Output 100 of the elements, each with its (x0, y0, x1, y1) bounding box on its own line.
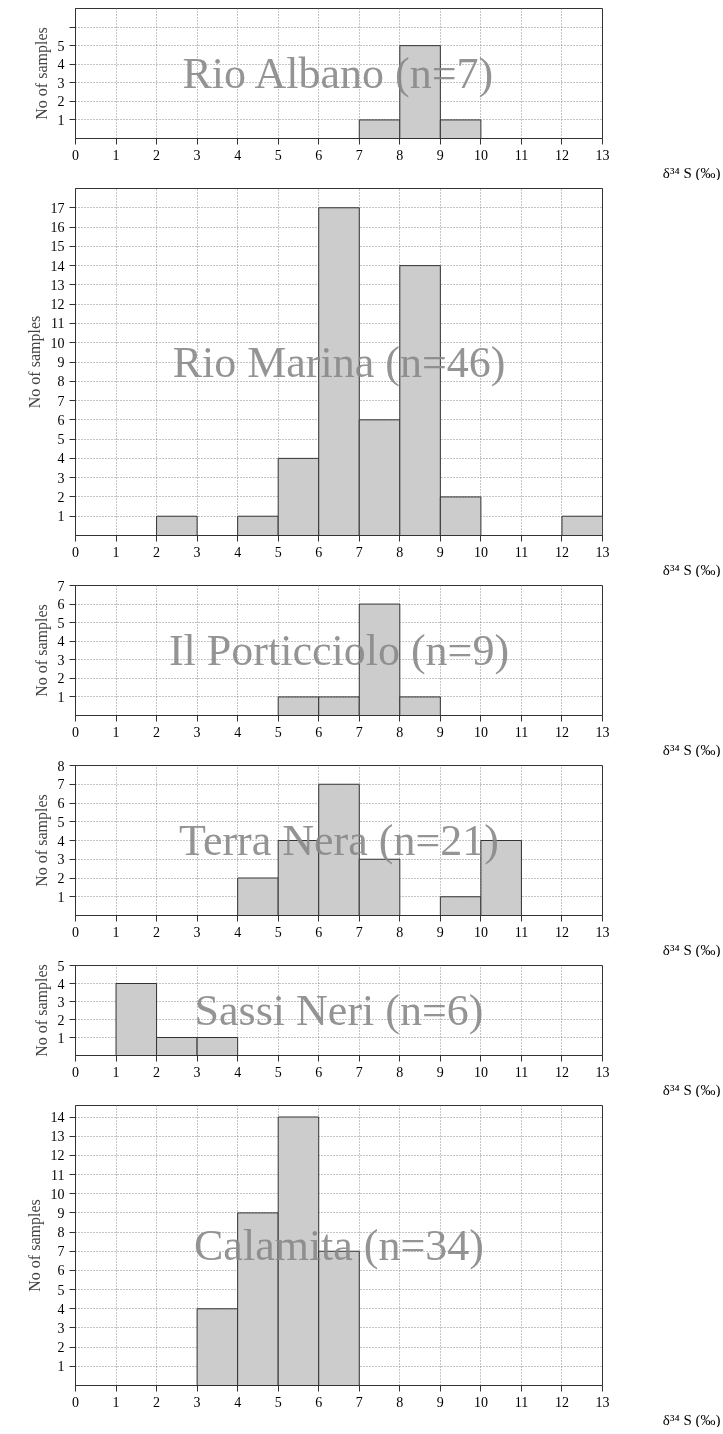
y-tick-label: 9 (57, 355, 65, 370)
y-tick-label: 4 (57, 451, 65, 467)
y-tick-label: 6 (57, 597, 65, 613)
y-tick-label: 6 (57, 796, 65, 811)
x-tick-label: 9 (436, 1064, 444, 1080)
x-tick-label: 2 (153, 147, 161, 163)
y-tick-label: 11 (51, 316, 65, 332)
y-tick-label: 2 (57, 1012, 65, 1028)
y-tick-label: 3 (57, 852, 65, 868)
x-tick-label: 8 (396, 724, 404, 740)
x-tick-label: 12 (554, 1394, 569, 1410)
x-tick-label: 4 (234, 147, 242, 163)
y-tick-label: 8 (57, 374, 65, 390)
x-tick-label: 12 (554, 924, 569, 940)
x-tick-label: 7 (355, 724, 363, 740)
y-tick-label: 14 (50, 1110, 65, 1126)
y-tick-label: 5 (57, 814, 65, 830)
y-tick-label: 4 (57, 976, 65, 992)
y-tick-label: 2 (57, 871, 65, 886)
y-tick-label: 1 (57, 112, 65, 128)
x-tick-label: 7 (355, 924, 363, 940)
x-tick-label: 7 (355, 1394, 363, 1410)
y-tick-label: 7 (57, 777, 65, 793)
y-tick-label: 3 (57, 470, 65, 486)
y-tick-label: 6 (57, 1263, 65, 1279)
x-tick-label: 9 (436, 544, 444, 560)
y-tick-label: 2 (57, 1340, 65, 1356)
x-tick-label: 12 (554, 544, 569, 560)
y-tick-label: 5 (57, 38, 65, 54)
y-tick-label: 2 (57, 489, 65, 505)
x-tick-label: 13 (595, 147, 610, 163)
x-tick-label: 5 (274, 724, 282, 740)
y-tick-label: 1 (57, 889, 65, 905)
y-tick-label: 8 (57, 758, 65, 774)
x-tick-label: 2 (153, 724, 161, 740)
y-axis-title: No of samples (25, 315, 44, 409)
y-tick-label: 12 (50, 297, 65, 313)
x-tick-label: 1 (112, 544, 120, 560)
x-tick-label: 13 (595, 1394, 610, 1410)
x-axis-title: δ³⁴ S (‰) (662, 164, 721, 182)
y-tick-label: 10 (50, 1186, 65, 1202)
y-axis-title: No of samples (32, 964, 51, 1057)
x-tick-label: 7 (355, 147, 363, 163)
y-axis-title: No of samples (25, 1199, 44, 1292)
x-axis-title: δ³⁴ S (‰) (662, 741, 721, 759)
x-tick-label: 11 (514, 1394, 529, 1410)
x-tick-label: 10 (473, 147, 488, 163)
x-tick-label: 8 (396, 1064, 404, 1080)
y-tick-label: 1 (57, 1359, 65, 1375)
y-tick-label: 1 (57, 689, 65, 705)
x-tick-label: 3 (193, 924, 201, 940)
x-tick-label: 3 (193, 147, 201, 163)
x-tick-label: 10 (473, 1394, 488, 1410)
x-tick-label: 3 (193, 1394, 201, 1410)
y-tick-label: 14 (50, 258, 65, 274)
x-tick-label: 1 (112, 724, 120, 740)
x-tick-label: 6 (315, 1064, 323, 1080)
y-tick-label: 3 (57, 994, 65, 1010)
x-tick-label: 5 (274, 544, 282, 560)
y-tick-label: 3 (57, 652, 65, 668)
x-tick-label: 13 (595, 1064, 610, 1080)
x-tick-label: 7 (355, 1064, 363, 1080)
y-tick-label: 12 (50, 1148, 65, 1164)
x-tick-label: 9 (436, 924, 444, 940)
x-tick-label: 8 (396, 147, 404, 163)
x-tick-label: 0 (72, 724, 79, 740)
x-tick-label: 11 (514, 544, 529, 560)
x-tick-label: 4 (234, 724, 242, 740)
y-tick-label: 1 (57, 1030, 65, 1046)
x-tick-label: 0 (72, 544, 79, 560)
text: Sassi Neri (n=6) (194, 986, 484, 1035)
x-tick-label: 2 (153, 924, 161, 940)
x-tick-label: 5 (274, 924, 282, 940)
x-tick-label: 4 (234, 1064, 242, 1080)
x-tick-label: 8 (396, 544, 404, 560)
x-tick-label: 3 (193, 1064, 201, 1080)
y-tick-label: 6 (57, 412, 65, 428)
y-tick-label: 10 (50, 335, 65, 351)
y-tick-label: 7 (57, 578, 65, 594)
x-tick-label: 13 (595, 924, 610, 940)
x-tick-label: 0 (72, 924, 79, 940)
y-tick-label: 4 (57, 833, 65, 849)
x-axis-title: δ³⁴ S (‰) (662, 941, 721, 959)
x-tick-label: 5 (274, 1064, 282, 1080)
x-tick-label: 6 (315, 724, 323, 740)
x-tick-label: 6 (315, 1394, 323, 1410)
y-tick-label: 2 (57, 94, 65, 110)
x-tick-label: 1 (112, 147, 120, 163)
y-tick-label: 11 (51, 1167, 65, 1183)
y-axis-title: No of samples (32, 604, 51, 697)
x-tick-label: 0 (72, 147, 79, 163)
x-tick-label: 6 (315, 544, 323, 560)
x-tick-label: 10 (473, 1064, 488, 1080)
x-tick-label: 2 (153, 1064, 161, 1080)
y-tick-label: 5 (57, 1282, 65, 1298)
x-tick-label: 9 (436, 147, 444, 163)
x-tick-label: 4 (234, 544, 242, 560)
y-tick-label: 16 (50, 220, 65, 236)
x-tick-label: 6 (315, 924, 323, 940)
y-tick-label: 5 (57, 432, 65, 448)
